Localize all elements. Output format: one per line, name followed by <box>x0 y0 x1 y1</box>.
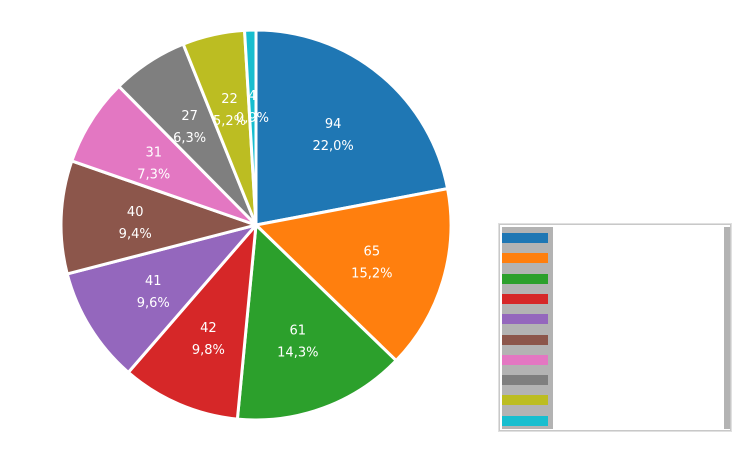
slice-value-label: 22 <box>221 92 238 107</box>
slice-percent-label: 9,8% <box>192 343 225 358</box>
pie-slice[interactable] <box>254 28 450 227</box>
slice-value-label: 31 <box>145 145 162 160</box>
slice-value-label: 41 <box>145 274 162 289</box>
slice-value-label: 40 <box>127 205 144 220</box>
pie-slice[interactable] <box>235 223 398 422</box>
legend-swatch <box>502 334 548 345</box>
slice-percent-label: 7,3% <box>137 167 170 182</box>
legend-swatch <box>502 273 548 284</box>
pie-slice[interactable] <box>243 28 258 227</box>
legend-swatch <box>502 314 548 325</box>
slice-value-label: 61 <box>290 323 307 338</box>
legend-swatch <box>502 375 548 386</box>
pie-slice[interactable] <box>126 223 258 421</box>
legend-swatch <box>502 233 548 243</box>
slice-value-label: 94 <box>325 117 342 132</box>
slice-percent-label: 22,0% <box>312 139 353 154</box>
legend-swatch <box>502 395 548 406</box>
legend-scrollbar[interactable] <box>724 227 730 429</box>
legend-swatch <box>502 415 548 426</box>
slice-value-label: 27 <box>181 109 198 124</box>
slice-value-label: 42 <box>200 321 217 336</box>
pie-slice[interactable] <box>59 159 258 276</box>
slice-percent-label: 5,2% <box>213 114 246 129</box>
chart-legend <box>499 224 731 431</box>
slice-percent-label: 15,2% <box>351 267 392 282</box>
slice-percent-label: 14,3% <box>277 345 318 360</box>
legend-swatch <box>502 253 548 264</box>
slice-percent-label: 9,4% <box>119 227 152 242</box>
pie-chart: 94 22,0% 65 15,2% 61 14,3% 42 9,8% 41 9,6% 40 9,4% 3… <box>59 28 453 422</box>
slice-percent-label: 9,6% <box>137 296 170 311</box>
legend-swatch <box>502 354 548 365</box>
slice-value-label: 4 <box>248 89 256 104</box>
legend-swatch <box>502 293 548 304</box>
slice-percent-label: 0,9% <box>236 111 269 126</box>
slice-value-label: 65 <box>364 245 381 260</box>
slice-percent-label: 6,3% <box>173 131 206 146</box>
pie-slice[interactable] <box>254 187 453 363</box>
